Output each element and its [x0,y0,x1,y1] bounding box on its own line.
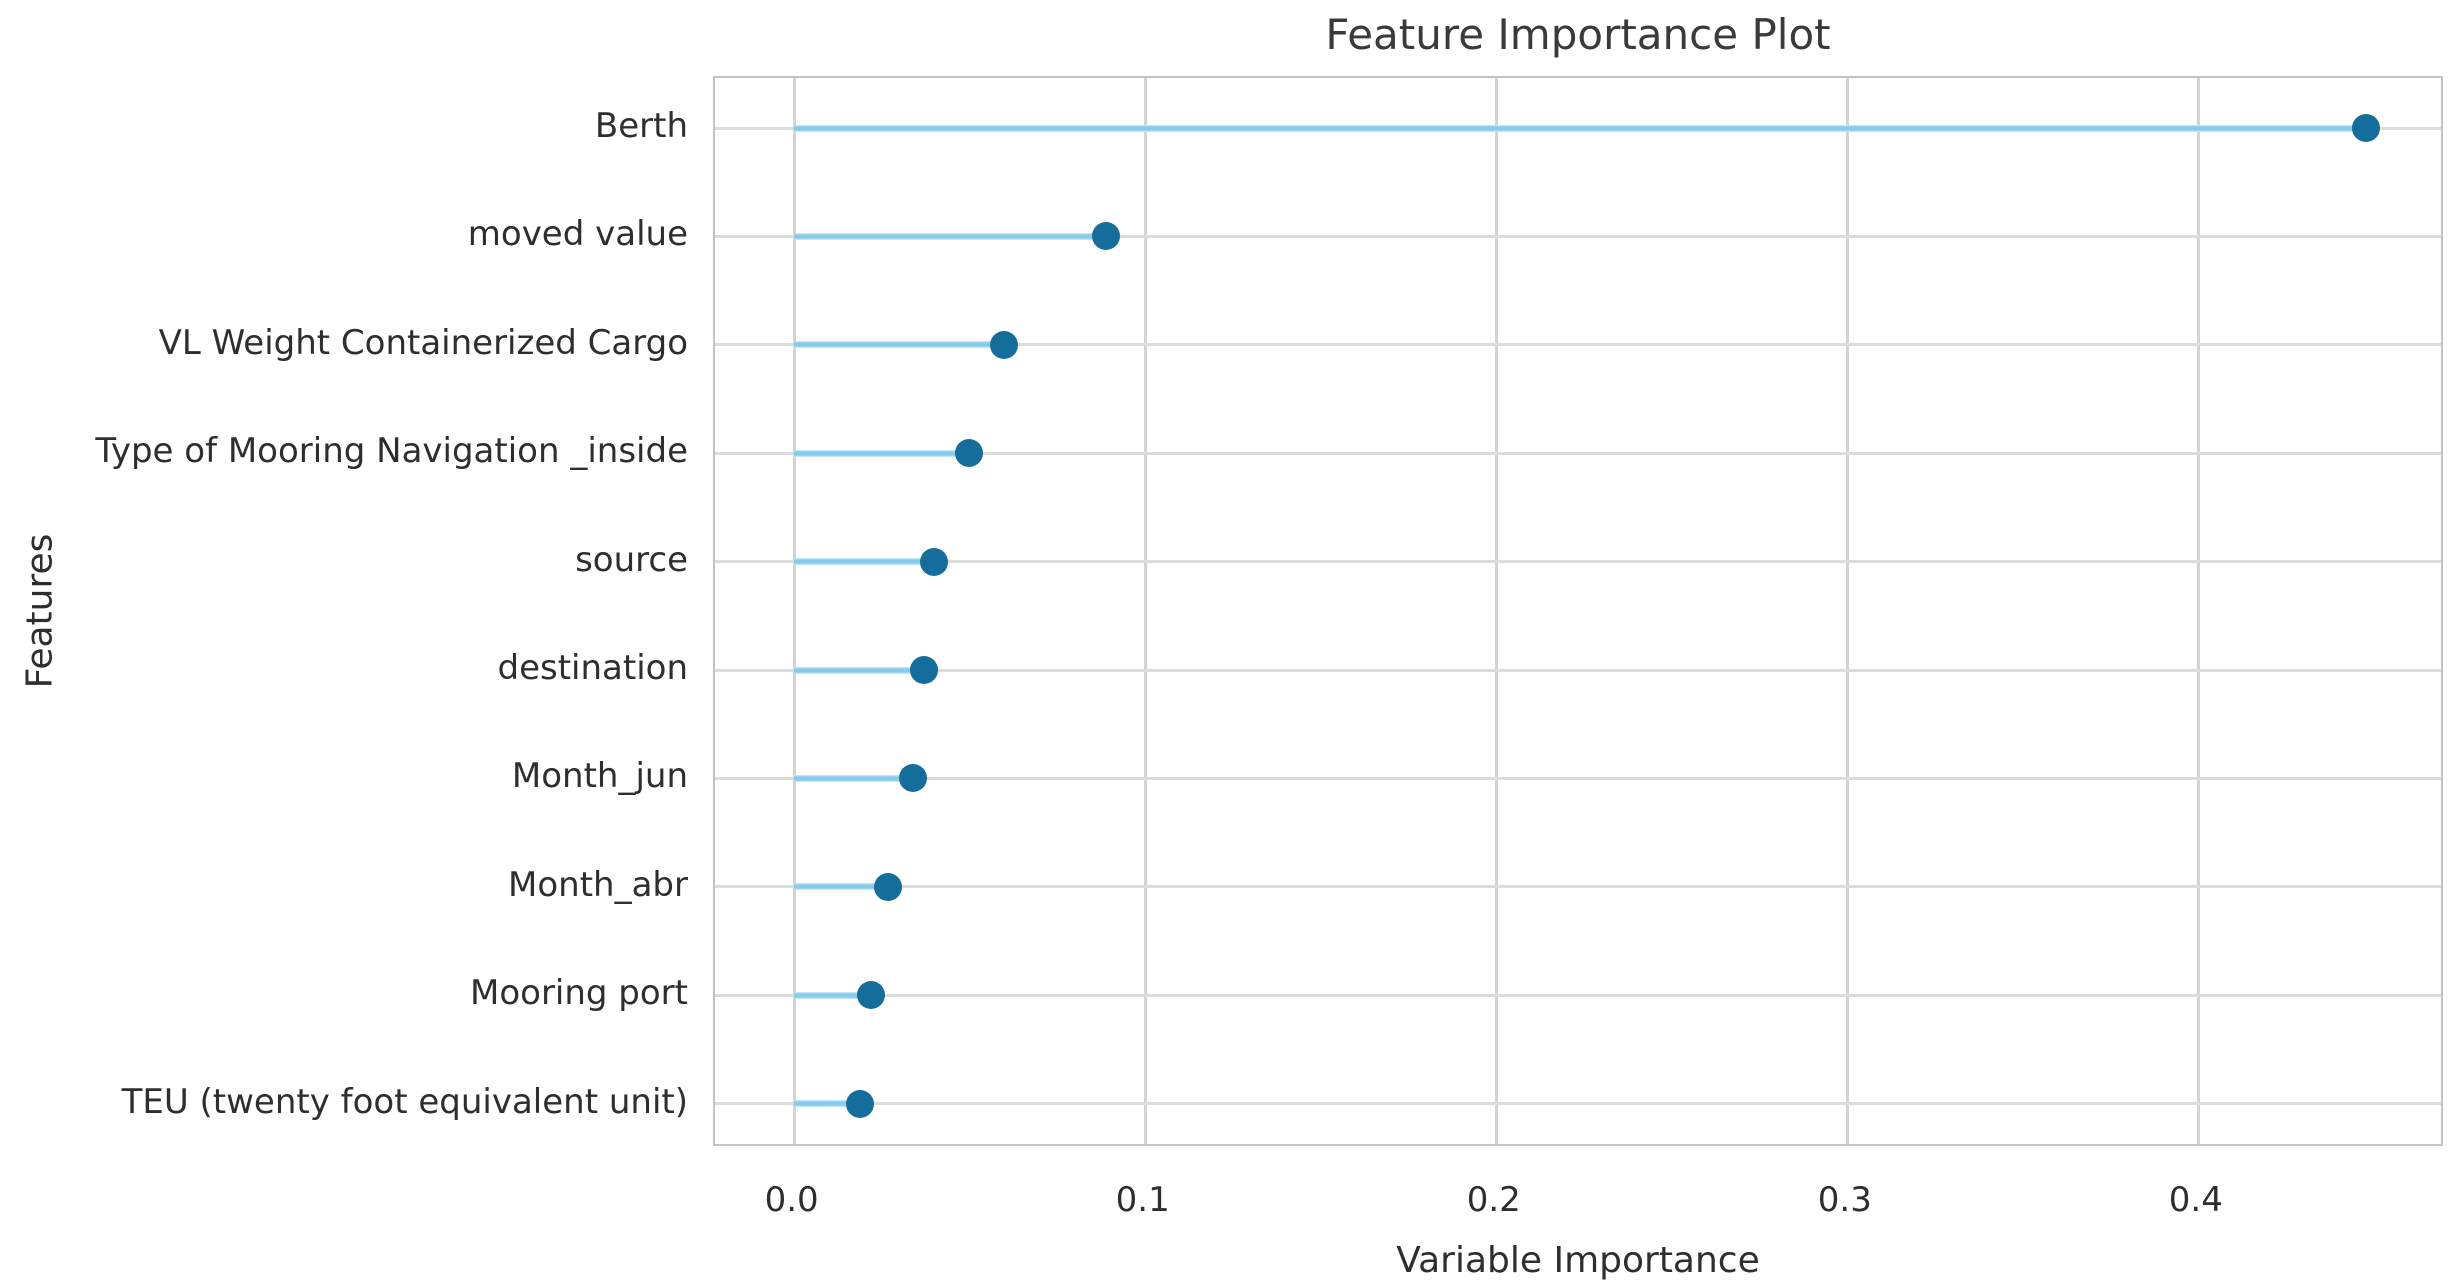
lollipop-stem [793,666,924,674]
plot-area [713,76,2443,1146]
lollipop-stem [793,232,1107,240]
x-tick-label: 0.0 [764,1180,819,1220]
y-tick-label: destination [497,648,688,688]
y-tick-label: moved value [467,214,688,255]
y-axis-title: Features [19,533,61,689]
y-tick-label: Berth [594,106,688,146]
lollipop-dot [920,547,949,576]
lollipop-dot [2352,114,2381,142]
y-tick-label: Mooring port [470,973,688,1014]
lollipop-dot [909,656,938,684]
lollipop-stem [793,883,889,891]
lollipop-stem [793,124,2367,132]
y-gridline [715,885,2441,889]
y-tick-label: TEU (twenty foot equivalent unit) [121,1081,688,1122]
chart-title: Feature Importance Plot [1325,10,1831,59]
x-gridline [2196,78,2200,1144]
x-tick-label: 0.4 [2168,1180,2223,1220]
lollipop-dot [990,330,1019,359]
lollipop-dot [898,764,927,793]
lollipop-stem [793,341,1005,349]
y-tick-label: source [575,539,688,580]
x-gridline [1845,78,1849,1144]
lollipop-dot [1092,222,1121,251]
y-tick-label: Month_jun [511,756,688,797]
lollipop-dot [874,872,903,901]
lollipop-dot [955,439,984,468]
x-tick-label: 0.1 [1115,1180,1170,1220]
lollipop-stem [793,558,935,566]
x-tick-label: 0.3 [1817,1180,1872,1220]
lollipop-dot [846,1089,875,1118]
lollipop-stem [793,449,970,457]
y-gridline [715,451,2441,455]
y-gridline [715,560,2441,564]
y-gridline [715,776,2441,780]
lollipop-stem [793,1100,861,1108]
y-gridline [715,343,2441,347]
x-gridline [792,78,796,1144]
x-axis-title: Variable Importance [1396,1240,1760,1281]
y-gridline [715,668,2441,672]
y-gridline [715,993,2441,997]
y-gridline [715,1102,2441,1106]
x-gridline [1143,78,1147,1144]
lollipop-stem [793,991,871,999]
y-tick-label: Month_abr [508,864,688,905]
lollipop-stem [793,774,913,782]
y-tick-label: Type of Mooring Navigation _inside [95,431,688,472]
y-tick-label: VL Weight Containerized Cargo [158,322,688,363]
x-gridline [1494,78,1498,1144]
lollipop-dot [856,981,885,1010]
x-tick-label: 0.2 [1466,1180,1521,1220]
y-gridline [715,234,2441,238]
